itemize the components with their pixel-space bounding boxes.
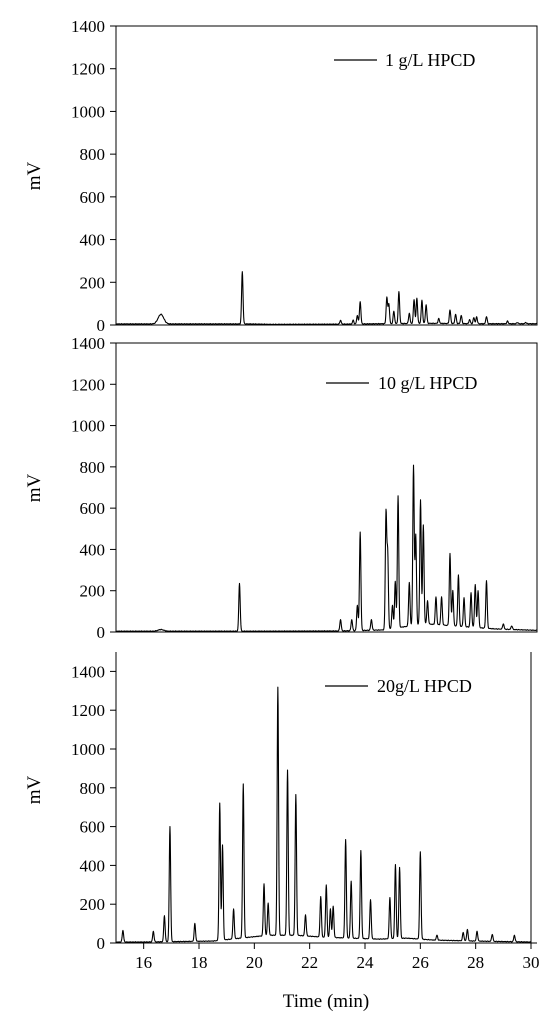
y-tick-label: 400 — [80, 231, 106, 250]
y-tick-label: 1400 — [71, 334, 105, 353]
y-tick-label: 800 — [80, 458, 106, 477]
x-axis-label: Time (min) — [283, 991, 369, 1012]
plot-frame-2 — [115, 342, 538, 633]
y-tick-label: 600 — [80, 188, 106, 207]
x-tick-label: 18 — [191, 953, 208, 972]
y-tick-label: 1000 — [71, 417, 105, 436]
y-tick-label: 800 — [80, 779, 106, 798]
series-trace-1 — [115, 271, 538, 326]
y-tick-label: 1200 — [71, 375, 105, 394]
x-tick-label: 30 — [523, 953, 540, 972]
legend-label-1: 1 g/L HPCD — [385, 50, 475, 70]
y-tick-label: 800 — [80, 145, 106, 164]
x-tick-label: 22 — [301, 953, 318, 972]
y-tick-label: 1400 — [71, 662, 105, 681]
x-ticks-3: 16 18 20 22 24 26 28 30 — [135, 943, 540, 972]
y-tick-label: 200 — [80, 273, 106, 292]
y-tick-label: 0 — [97, 623, 106, 642]
x-tick-label: 20 — [246, 953, 263, 972]
series-trace-2 — [115, 464, 538, 633]
x-tick-label: 28 — [467, 953, 484, 972]
legend-label-3: 20g/L HPCD — [377, 676, 472, 696]
plot-frame-1 — [115, 25, 538, 326]
y-tick-label: 600 — [80, 818, 106, 837]
y-ticks-2: 0 200 400 600 800 1000 1200 1400 — [71, 334, 116, 642]
y-tick-label: 600 — [80, 499, 106, 518]
y-tick-label: 200 — [80, 895, 106, 914]
y-tick-label: 1000 — [71, 740, 105, 759]
y-tick-label: 0 — [97, 316, 106, 335]
y-axis-label-2: mV — [24, 473, 45, 502]
y-axis-label-1: mV — [24, 161, 45, 190]
y-tick-label: 0 — [97, 934, 106, 953]
y-tick-label: 1200 — [71, 60, 105, 79]
series-trace-3 — [115, 686, 532, 943]
panel-1: 0 200 400 600 800 1000 1200 1400 mV 1 g/L HPCD — [24, 17, 538, 335]
legend-label-2: 10 g/L HPCD — [378, 373, 477, 393]
x-tick-label: 24 — [357, 953, 375, 972]
x-tick-label: 26 — [412, 953, 429, 972]
y-tick-label: 1000 — [71, 102, 105, 121]
y-ticks-3: 0 200 400 600 800 1000 1200 1400 — [71, 662, 116, 953]
x-tick-label: 16 — [135, 953, 152, 972]
y-tick-label: 1200 — [71, 701, 105, 720]
y-ticks-1: 0 200 400 600 800 1000 1200 1400 — [71, 17, 116, 335]
y-tick-label: 200 — [80, 582, 106, 601]
y-axis-label-3: mV — [24, 775, 45, 804]
y-tick-label: 1400 — [71, 17, 105, 36]
panel-2: 0 200 400 600 800 1000 1200 1400 mV 10 g/L HPCD — [24, 334, 538, 642]
panel-3: 0 200 400 600 800 1000 1200 1400 16 18 20 22 24 26 28… — [24, 652, 540, 1012]
y-tick-label: 400 — [80, 540, 106, 559]
y-tick-label: 400 — [80, 856, 106, 875]
